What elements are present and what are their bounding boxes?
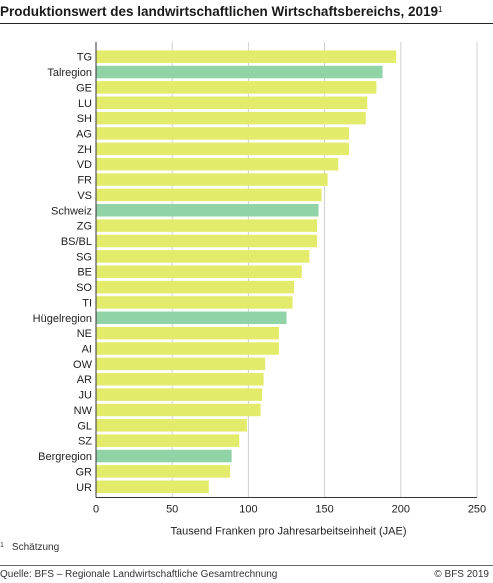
bar-GR <box>96 465 231 478</box>
bar-VD <box>96 157 339 171</box>
bar-VS <box>96 188 322 202</box>
footnote-mark: 1 <box>0 542 4 549</box>
bar-Hügelregion <box>96 311 287 325</box>
x-tick-label-0: 0 <box>93 503 99 515</box>
bar-Bergregion <box>96 449 232 463</box>
bar-OW <box>96 357 266 371</box>
chart-title: Produktionswert des landwirtschaftlichen… <box>0 4 443 19</box>
bar-NE <box>96 326 279 340</box>
category-label-SZ: SZ <box>78 436 92 448</box>
bar-TI <box>96 296 293 309</box>
bar-AG <box>96 127 349 140</box>
bar-ZG <box>96 219 317 232</box>
category-label-SH: SH <box>77 113 92 125</box>
title-divider <box>0 23 493 24</box>
x-tick-label-50: 50 <box>166 503 178 515</box>
category-label-VS: VS <box>77 190 92 202</box>
category-label-SG: SG <box>76 251 92 263</box>
category-label-LU: LU <box>78 98 92 110</box>
category-label-SO: SO <box>76 282 92 294</box>
bar-LU <box>96 96 368 110</box>
category-label-Schweiz: Schweiz <box>51 205 92 217</box>
footnote-text: Schätzung <box>11 542 60 553</box>
category-label-GR: GR <box>76 466 93 478</box>
category-label-OW: OW <box>73 359 93 371</box>
bar-chart: TG Talregion GE LU SH AG ZH VD FR VS Schweiz ZG BS/B… <box>33 42 486 537</box>
x-tick-label-100: 100 <box>239 503 257 515</box>
bar-Schweiz <box>96 204 319 217</box>
category-label-UR: UR <box>76 482 92 494</box>
bar-GL <box>96 419 247 432</box>
footnote: 1 Schätzung <box>0 542 59 553</box>
category-label-JU: JU <box>79 390 93 402</box>
bar-Talregion <box>96 65 383 79</box>
bar-GE <box>96 81 377 94</box>
category-label-ZH: ZH <box>77 144 92 156</box>
bar-AR <box>96 372 264 386</box>
bar-JU <box>96 388 263 401</box>
bar-AI <box>96 342 279 355</box>
footer-divider <box>0 565 493 566</box>
category-label-NE: NE <box>77 328 92 340</box>
category-label-GL: GL <box>77 420 92 432</box>
bar-BS/BL <box>96 234 317 248</box>
category-label-AI: AI <box>82 344 92 356</box>
bar-SG <box>96 250 310 263</box>
bar-SO <box>96 280 295 294</box>
category-label-NW: NW <box>74 405 93 417</box>
category-label-TI: TI <box>82 297 92 309</box>
bar-SZ <box>96 434 240 447</box>
category-label-Talregion: Talregion <box>47 67 92 79</box>
category-label-GE: GE <box>76 82 92 94</box>
title-footnote-mark: 1 <box>438 5 443 14</box>
x-tick-label-200: 200 <box>392 503 410 515</box>
x-axis-title: Tausend Franken pro Jahresarbeitseinheit… <box>170 525 406 537</box>
source-note: Quelle: BFS – Regionale Landwirtschaftli… <box>0 569 278 580</box>
bar-NW <box>96 403 261 417</box>
category-label-BS/BL: BS/BL <box>61 236 92 248</box>
category-label-ZG: ZG <box>77 221 92 233</box>
bar-FR <box>96 173 328 186</box>
bar-ZH <box>96 142 349 156</box>
x-tick-label-250: 250 <box>468 503 486 515</box>
category-label-TG: TG <box>77 52 92 64</box>
category-label-AR: AR <box>77 374 92 386</box>
category-label-VD: VD <box>77 159 92 171</box>
category-label-FR: FR <box>77 175 92 187</box>
bar-SH <box>96 111 366 125</box>
category-label-Bergregion: Bergregion <box>38 451 92 463</box>
x-tick-label-150: 150 <box>315 503 333 515</box>
bar-TG <box>96 50 397 63</box>
bar-BE <box>96 265 302 278</box>
category-label-AG: AG <box>76 128 92 140</box>
copyright: © BFS 2019 <box>434 569 489 580</box>
category-label-Hügelregion: Hügelregion <box>33 313 92 325</box>
bar-UR <box>96 480 209 494</box>
category-label-BE: BE <box>77 267 92 279</box>
